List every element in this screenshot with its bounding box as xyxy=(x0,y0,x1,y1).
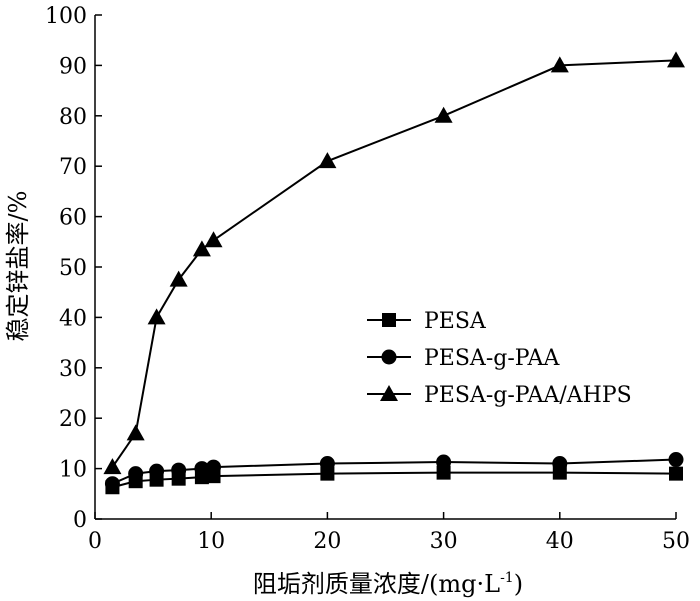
legend: PESA PESA-g-PAA PESA-g-PAA/AHPS xyxy=(367,309,632,408)
x-tick-label-40: 40 xyxy=(546,529,574,554)
series-2 xyxy=(103,51,685,475)
series-2-point-2 xyxy=(147,308,166,325)
series-1-point-1 xyxy=(128,466,144,482)
y-tick-label-80: 80 xyxy=(59,105,87,130)
y-axis-label: 稳定锌盐率/% xyxy=(4,191,32,342)
series-1-point-3 xyxy=(171,462,187,478)
series-1-point-8 xyxy=(552,456,568,472)
series-2-point-7 xyxy=(434,106,453,123)
legend-label-2: PESA-g-PAA/AHPS xyxy=(424,383,632,408)
legend-marker-2 xyxy=(380,385,398,401)
x-axis-label: 阻垢剂质量浓度/(mg·L-1) xyxy=(253,570,523,598)
series-2-point-1 xyxy=(126,424,145,441)
series-0-point-9 xyxy=(669,466,683,481)
series-1 xyxy=(104,452,684,492)
series-layer xyxy=(103,51,685,495)
series-2-point-8 xyxy=(550,56,569,73)
y-tick-label-20: 20 xyxy=(59,407,87,432)
x-tick-label-20: 20 xyxy=(313,529,341,554)
y-tick-label-30: 30 xyxy=(59,357,87,382)
y-tick-label-90: 90 xyxy=(59,54,87,79)
y-tick-label-60: 60 xyxy=(59,206,87,231)
axes: 0 10 20 30 40 50 60 70 80 90 100 0 10 20 30 40 50 xyxy=(45,4,690,554)
series-2-point-4 xyxy=(192,240,211,257)
legend-marker-0 xyxy=(382,313,396,327)
y-tick-label-40: 40 xyxy=(59,306,87,331)
legend-item-1: PESA-g-PAA xyxy=(367,346,560,371)
series-2-point-0 xyxy=(103,458,122,475)
series-2-point-5 xyxy=(204,231,223,248)
x-axis-label-tail: ) xyxy=(514,570,523,598)
x-axis-label-sup: -1 xyxy=(500,570,514,586)
x-tick-label-10: 10 xyxy=(197,529,225,554)
series-0-point-7 xyxy=(436,465,451,480)
legend-item-2: PESA-g-PAA/AHPS xyxy=(367,383,632,408)
x-tick-label-50: 50 xyxy=(662,529,690,554)
series-1-point-0 xyxy=(104,476,120,492)
y-tick-label-100: 100 xyxy=(45,4,87,29)
legend-marker-1 xyxy=(381,349,397,365)
x-tick-label-30: 30 xyxy=(430,529,458,554)
x-tick-label-0: 0 xyxy=(88,529,102,554)
series-2-point-6 xyxy=(318,152,337,169)
legend-label-1: PESA-g-PAA xyxy=(424,346,560,371)
series-1-point-6 xyxy=(319,456,335,472)
series-2-point-9 xyxy=(667,51,685,68)
series-2-point-3 xyxy=(169,270,188,287)
legend-label-0: PESA xyxy=(424,309,487,334)
y-tick-label-50: 50 xyxy=(59,256,87,281)
series-1-point-7 xyxy=(436,454,452,470)
y-tick-label-70: 70 xyxy=(59,155,87,180)
legend-item-0: PESA xyxy=(367,309,487,334)
y-tick-label-0: 0 xyxy=(73,508,87,533)
series-1-point-2 xyxy=(149,463,165,479)
series-1-point-5 xyxy=(206,459,222,475)
series-1-point-9 xyxy=(668,452,684,468)
y-tick-label-10: 10 xyxy=(59,458,87,483)
series-1-point-4 xyxy=(194,461,210,477)
x-axis-label-main: 阻垢剂质量浓度/(mg·L xyxy=(253,570,500,598)
